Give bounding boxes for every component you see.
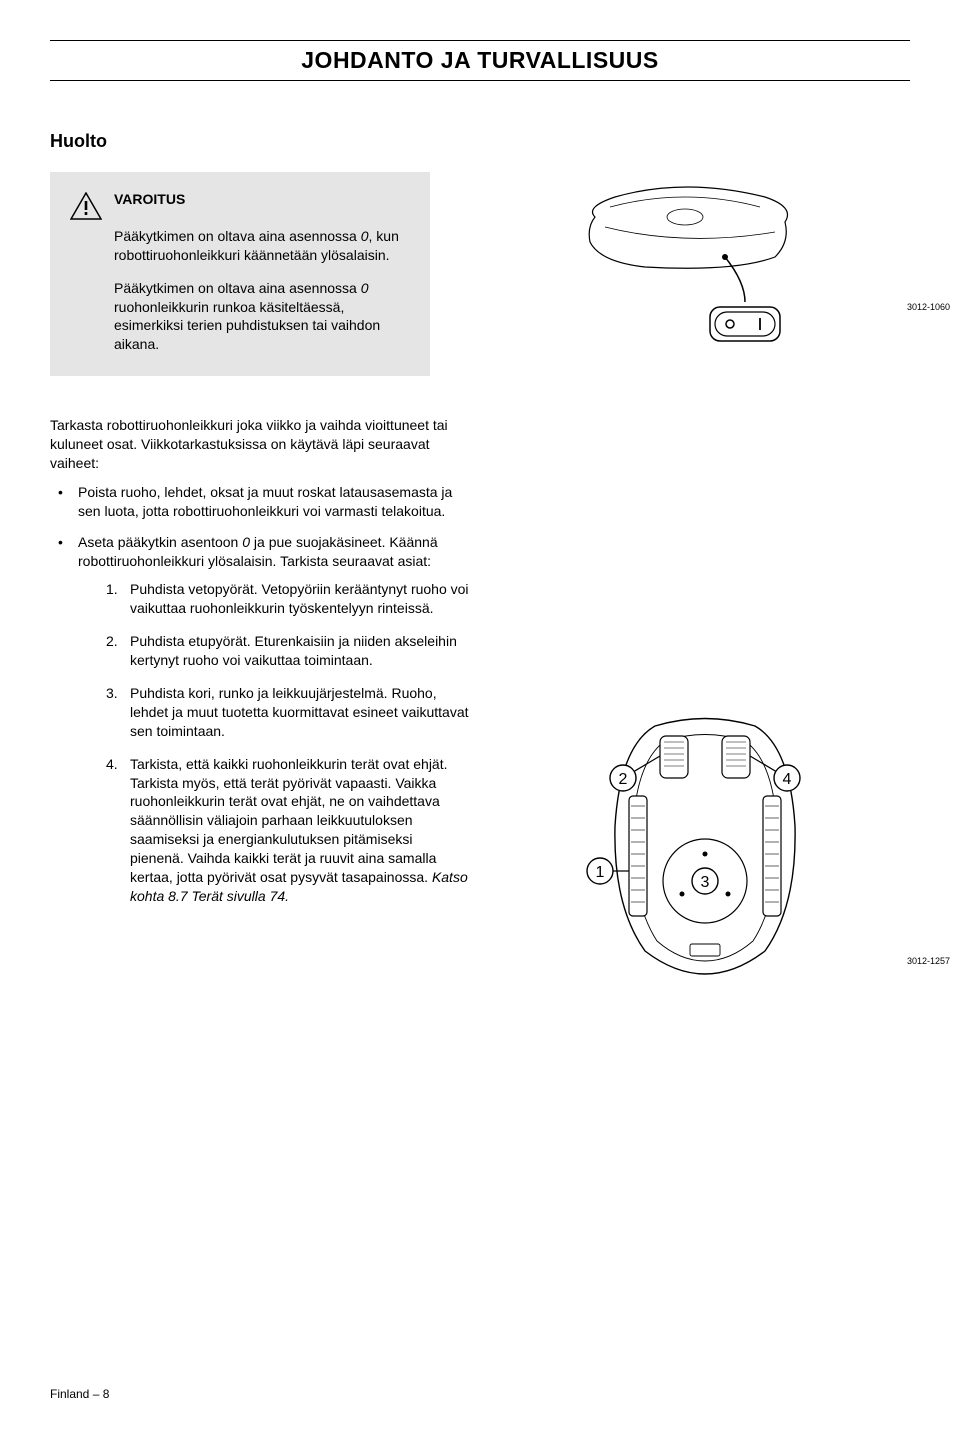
mower-top-icon — [535, 172, 835, 362]
warning-p2-b: ruohonleikkurin runkoa käsiteltäessä, es… — [114, 299, 380, 353]
page: JOHDANTO JA TURVALLISUUS Huolto VAROITUS — [0, 0, 960, 1431]
warning-p2: Pääkytkimen on oltava aina asennossa 0 r… — [114, 279, 410, 355]
callout-3: 3 — [701, 874, 710, 891]
bullet-2: Aseta pääkytkin asentoon 0 ja pue suojak… — [50, 533, 470, 906]
warning-text-block: VAROITUS — [114, 190, 185, 209]
bullet-2-i: 0 — [242, 534, 250, 550]
warning-p2-i: 0 — [361, 280, 369, 296]
content-row: Tarkasta robottiruohonleikkuri joka viik… — [50, 416, 910, 991]
numbered-1: Puhdista vetopyörät. Vetopyöriin keräänt… — [106, 580, 470, 618]
warning-p1-a: Pääkytkimen on oltava aina asennossa — [114, 228, 361, 244]
numbered-4: Tarkista, että kaikki ruohonleikkurin te… — [106, 755, 470, 906]
figure-2: 1 2 3 4 3012-1257 — [500, 706, 910, 991]
figure-1-column: 3012-1060 — [460, 172, 910, 367]
warning-icon — [70, 192, 102, 225]
bullet-list: Poista ruoho, lehdet, oksat ja muut rosk… — [50, 483, 470, 906]
figure-2-code: 3012-1257 — [907, 956, 950, 966]
warning-box: VAROITUS Pääkytkimen on oltava aina asen… — [50, 172, 430, 376]
figure-1-code: 3012-1060 — [907, 302, 950, 312]
body-text: Tarkasta robottiruohonleikkuri joka viik… — [50, 416, 470, 920]
warning-p1-i: 0 — [361, 228, 369, 244]
figure-2-column: 1 2 3 4 3012-1257 — [500, 416, 910, 991]
callout-1: 1 — [596, 864, 605, 881]
figure-1: 3012-1060 — [460, 172, 910, 367]
numbered-list: Puhdista vetopyörät. Vetopyöriin keräänt… — [106, 580, 470, 905]
mower-underside-icon: 1 2 3 4 — [555, 706, 855, 986]
warning-label: VAROITUS — [114, 190, 185, 209]
callout-4: 4 — [783, 771, 792, 788]
warning-head: VAROITUS — [70, 190, 410, 225]
callout-2: 2 — [619, 771, 628, 788]
section-title: Huolto — [50, 131, 910, 152]
top-row: VAROITUS Pääkytkimen on oltava aina asen… — [50, 172, 910, 376]
warning-p2-a: Pääkytkimen on oltava aina asennossa — [114, 280, 361, 296]
bullet-1: Poista ruoho, lehdet, oksat ja muut rosk… — [50, 483, 470, 521]
warning-p1: Pääkytkimen on oltava aina asennossa 0, … — [114, 227, 410, 265]
bullet-2-a: Aseta pääkytkin asentoon — [78, 534, 242, 550]
numbered-3: Puhdista kori, runko ja leikkuujärjestel… — [106, 684, 470, 741]
numbered-4-a: Tarkista, että kaikki ruohonleikkurin te… — [130, 756, 448, 885]
intro-paragraph: Tarkasta robottiruohonleikkuri joka viik… — [50, 416, 470, 473]
warning-body: Pääkytkimen on oltava aina asennossa 0, … — [114, 227, 410, 354]
numbered-2: Puhdista etupyörät. Eturenkaisiin ja nii… — [106, 632, 470, 670]
page-header: JOHDANTO JA TURVALLISUUS — [50, 40, 910, 81]
page-footer: Finland – 8 — [50, 1387, 109, 1401]
